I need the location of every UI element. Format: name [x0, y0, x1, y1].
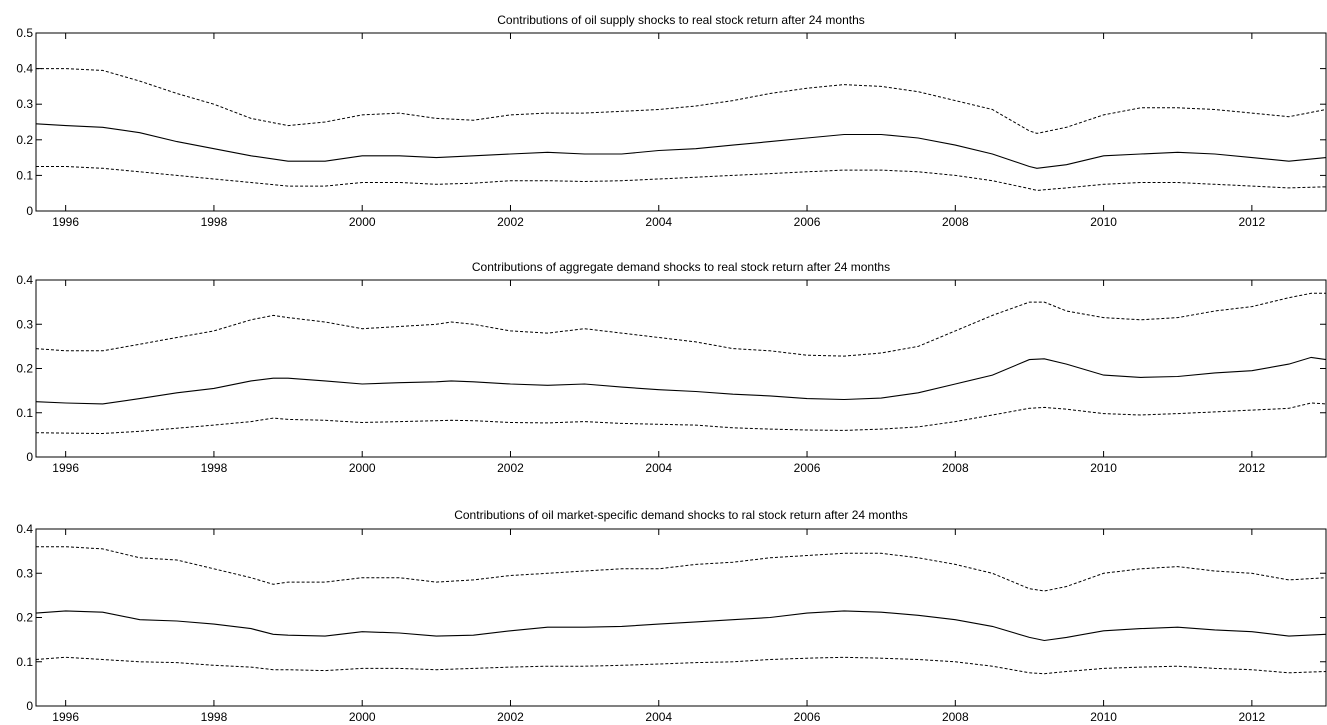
x-tick-label: 1998 — [201, 461, 228, 475]
upper-band-line — [35, 292, 1326, 357]
y-tick-label: 0.3 — [16, 566, 33, 580]
y-tick-label: 0.2 — [16, 611, 33, 625]
chart-title: Contributions of oil supply shocks to re… — [497, 13, 865, 27]
y-tick-label: 0.4 — [16, 273, 33, 287]
x-tick-label: 2000 — [349, 710, 376, 724]
axes-box — [35, 279, 1327, 458]
y-tick-label: 0.4 — [16, 522, 33, 536]
y-tick-label: 0 — [26, 204, 33, 218]
x-tick-label: 2010 — [1090, 710, 1117, 724]
estimate-line — [35, 123, 1327, 169]
x-tick-label: 2004 — [645, 215, 672, 229]
estimate-line — [35, 356, 1327, 405]
y-tick-label: 0.4 — [16, 62, 33, 76]
x-tick-label: 2008 — [942, 215, 969, 229]
x-tick-label: 2000 — [349, 215, 376, 229]
x-tick-label: 1998 — [201, 710, 228, 724]
chart-title: Contributions of oil market-specific dem… — [454, 508, 908, 522]
y-tick-label: 0.2 — [16, 362, 33, 376]
x-tick-label: 1998 — [201, 215, 228, 229]
x-tick-label: 2008 — [942, 461, 969, 475]
y-tick-label: 0.1 — [16, 168, 33, 182]
x-tick-label: 2012 — [1239, 215, 1266, 229]
y-tick-label: 0.3 — [16, 97, 33, 111]
lower-band-line — [35, 656, 1327, 675]
estimate-line — [35, 610, 1327, 642]
x-tick-label: 2010 — [1090, 461, 1117, 475]
x-tick-label: 1996 — [52, 710, 79, 724]
x-tick-label: 2000 — [349, 461, 376, 475]
x-tick-label: 2006 — [794, 215, 821, 229]
chart-panel-3: Contributions of oil market-specific dem… — [16, 508, 1327, 724]
lower-band-line — [35, 402, 1327, 435]
x-tick-label: 1996 — [52, 215, 79, 229]
x-tick-label: 2008 — [942, 710, 969, 724]
y-tick-label: 0.5 — [16, 26, 33, 40]
x-tick-label: 2004 — [645, 710, 672, 724]
y-tick-label: 0.3 — [16, 317, 33, 331]
x-tick-label: 2004 — [645, 461, 672, 475]
chart-title: Contributions of aggregate demand shocks… — [472, 260, 890, 274]
x-tick-label: 2002 — [497, 461, 524, 475]
x-tick-label: 2002 — [497, 215, 524, 229]
x-tick-label: 2006 — [794, 461, 821, 475]
chart-panel-2: Contributions of aggregate demand shocks… — [16, 260, 1327, 475]
x-tick-label: 1996 — [52, 461, 79, 475]
y-tick-label: 0 — [26, 699, 33, 713]
axes-box — [35, 528, 1327, 707]
upper-band-line — [36, 546, 1327, 592]
y-tick-label: 0.2 — [16, 133, 33, 147]
lower-band-line — [36, 166, 1327, 191]
y-tick-label: 0 — [26, 450, 33, 464]
upper-band-line — [36, 68, 1327, 134]
chart-panel-1: Contributions of oil supply shocks to re… — [16, 13, 1327, 229]
x-tick-label: 2006 — [794, 710, 821, 724]
y-tick-label: 0.1 — [16, 655, 33, 669]
x-tick-label: 2002 — [497, 710, 524, 724]
x-tick-label: 2012 — [1239, 461, 1266, 475]
axes-box — [35, 32, 1327, 212]
x-tick-label: 2012 — [1239, 710, 1266, 724]
x-tick-label: 2010 — [1090, 215, 1117, 229]
y-tick-label: 0.1 — [16, 406, 33, 420]
